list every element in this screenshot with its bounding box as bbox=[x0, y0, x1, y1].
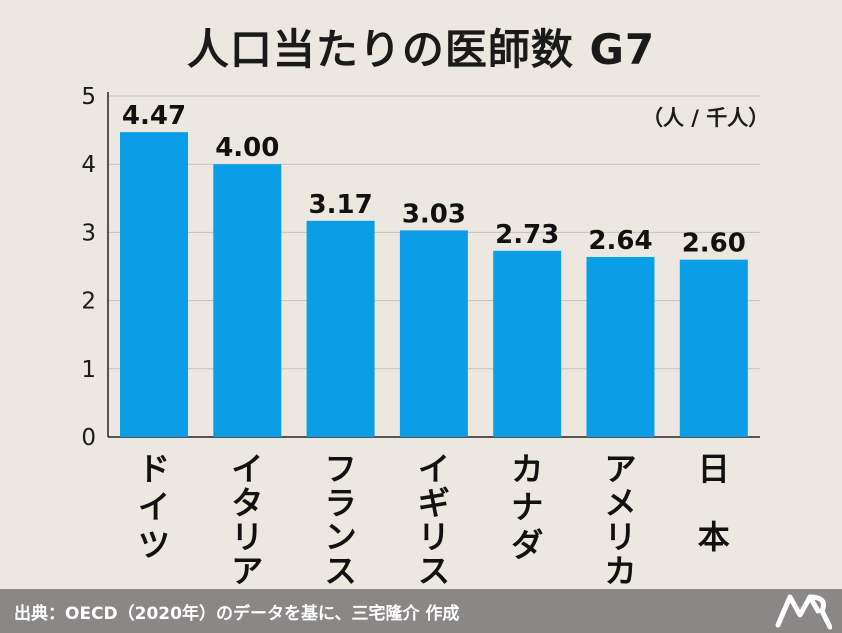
y-tick-label: 1 bbox=[81, 357, 96, 383]
bar bbox=[306, 220, 375, 437]
data-label: 4.47 bbox=[122, 101, 186, 131]
category-label: イギリス bbox=[418, 450, 450, 589]
y-tick-label: 0 bbox=[81, 425, 96, 451]
chart-title: 人口当たりの医師数 G7 bbox=[186, 25, 656, 74]
data-label: 2.64 bbox=[588, 226, 652, 256]
data-label: 3.17 bbox=[309, 190, 373, 220]
bar bbox=[399, 230, 468, 437]
logo-icon bbox=[775, 594, 832, 630]
y-tick-label: 3 bbox=[81, 220, 96, 246]
bar bbox=[679, 259, 748, 437]
category-label: ドイツ bbox=[138, 450, 170, 564]
bar bbox=[586, 256, 655, 437]
category-label: アメリカ bbox=[604, 450, 636, 589]
y-tick-label: 4 bbox=[81, 152, 96, 178]
bar bbox=[120, 132, 188, 437]
category-label: 日本 bbox=[698, 450, 730, 556]
bar bbox=[213, 164, 282, 437]
data-label: 2.60 bbox=[682, 229, 746, 259]
category-label: イタリア bbox=[231, 450, 263, 589]
y-tick-label: 5 bbox=[81, 84, 96, 110]
unit-label: （人 / 千人） bbox=[642, 106, 770, 130]
y-tick-label: 2 bbox=[81, 289, 96, 315]
category-label: カナダ bbox=[511, 450, 543, 564]
data-label: 2.73 bbox=[495, 220, 559, 250]
data-label: 3.03 bbox=[402, 199, 466, 229]
footer-bar: 出典：OECD（2020年）のデータを基に、三宅隆介 作成 bbox=[0, 589, 842, 633]
data-label: 4.00 bbox=[215, 133, 279, 163]
category-label: フランス bbox=[325, 450, 357, 589]
bar-chart: 0 1 2 3 4 5 4.47 ドイツ 4.00 イタリア 3.17 フランス 3.03 イギリス 2.7… bbox=[81, 84, 760, 589]
bar bbox=[493, 250, 562, 437]
source-text: 出典：OECD（2020年）のデータを基に、三宅隆介 作成 bbox=[14, 604, 460, 624]
